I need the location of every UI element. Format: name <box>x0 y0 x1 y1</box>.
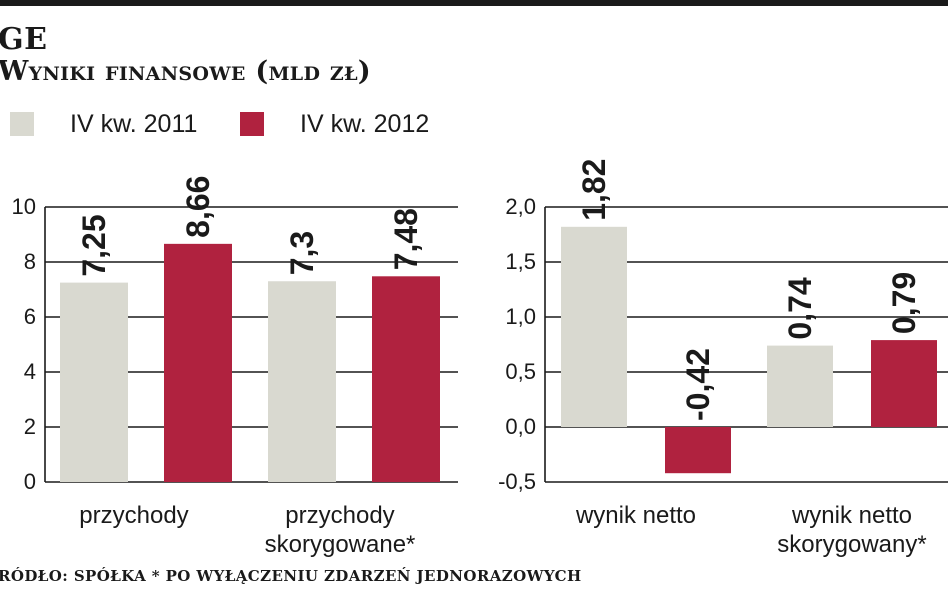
data-label: 0,79 <box>886 272 922 334</box>
y-tick-label: 2 <box>24 414 36 439</box>
category-label: skorygowane* <box>265 531 416 558</box>
y-tick-label: 0,5 <box>505 359 536 384</box>
y-tick-label: 10 <box>12 194 36 219</box>
data-label: 7,48 <box>388 208 424 270</box>
y-tick-label: 2,0 <box>505 194 536 219</box>
top-rule <box>0 0 948 6</box>
y-tick-label: 4 <box>24 359 36 384</box>
legend-swatch-2011 <box>10 112 34 136</box>
category-label: wynik netto <box>791 502 912 529</box>
category-label: wynik netto <box>575 502 696 529</box>
y-tick-label: 1,0 <box>505 304 536 329</box>
legend: IV kw. 2011 IV kw. 2012 <box>0 108 460 140</box>
legend-swatch-2012 <box>240 112 264 136</box>
data-label: 7,3 <box>284 231 320 275</box>
legend-label-2012: IV kw. 2012 <box>300 110 430 138</box>
y-tick-label: -0,5 <box>498 469 536 494</box>
category-label: przychody <box>79 502 188 529</box>
y-tick-label: 6 <box>24 304 36 329</box>
legend-label-2011: IV kw. 2011 <box>70 110 198 138</box>
data-label: -0,42 <box>680 348 716 421</box>
y-tick-label: 0,0 <box>505 414 536 439</box>
data-label: 7,25 <box>76 214 112 276</box>
data-label: 8,66 <box>180 176 216 238</box>
data-label: 1,82 <box>576 159 612 221</box>
source-note: RÓDŁO: SPÓŁKA * PO WYŁĄCZENIU ZDARZEŃ JE… <box>0 567 582 585</box>
y-tick-label: 1,5 <box>505 249 536 274</box>
bar <box>372 276 440 482</box>
data-label: 0,74 <box>782 277 818 339</box>
bar <box>268 281 336 482</box>
category-label: skorygowany* <box>777 531 926 558</box>
chart-title: GE <box>0 22 48 57</box>
bar <box>164 243 232 482</box>
bar <box>665 427 731 474</box>
bar <box>767 345 833 427</box>
chart-subtitle: Wyniki finansowe (mld zł) <box>0 56 371 87</box>
bar <box>871 340 937 427</box>
bar <box>561 226 627 427</box>
category-label: przychody <box>285 502 394 529</box>
y-tick-label: 0 <box>24 469 36 494</box>
y-tick-label: 8 <box>24 249 36 274</box>
bar <box>60 282 128 482</box>
